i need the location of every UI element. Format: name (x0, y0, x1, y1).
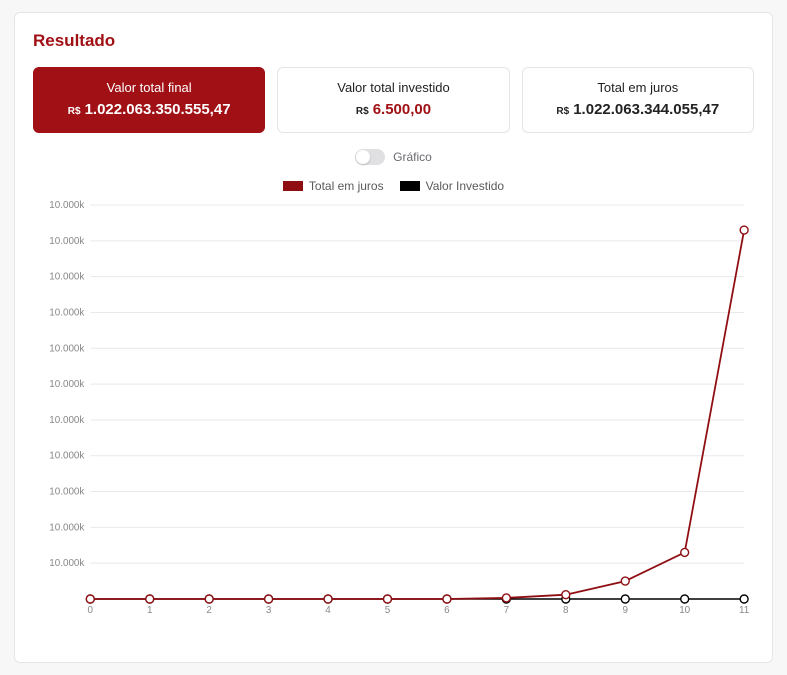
svg-text:3: 3 (266, 605, 272, 616)
line-chart: 10.000k 10.000k 10.000k 10.000k 10.000k 10.00… (33, 199, 754, 629)
legend-swatch-invested (400, 181, 420, 191)
legend-item-interest[interactable]: Total em juros (283, 179, 384, 193)
card-total-interest: Total em juros R$ 1.022.063.344.055,47 (522, 67, 754, 133)
graph-toggle-label: Gráfico (393, 150, 432, 164)
svg-text:10: 10 (679, 605, 690, 616)
result-panel: Resultado Valor total final R$ 1.022.063… (14, 12, 773, 663)
legend-label: Total em juros (309, 179, 384, 193)
svg-text:10.000k: 10.000k (49, 236, 84, 247)
card-total-invested: Valor total investido R$ 6.500,00 (277, 67, 509, 133)
svg-text:10.000k: 10.000k (49, 415, 84, 426)
card-value: 1.022.063.350.555,47 (85, 101, 231, 118)
legend-swatch-interest (283, 181, 303, 191)
svg-text:10.000k: 10.000k (49, 522, 84, 533)
svg-text:8: 8 (563, 605, 569, 616)
card-total-final: Valor total final R$ 1.022.063.350.555,4… (33, 67, 265, 133)
svg-text:10.000k: 10.000k (49, 451, 84, 462)
card-label: Total em juros (531, 80, 745, 95)
card-label: Valor total final (42, 80, 256, 95)
card-value: 1.022.063.344.055,47 (573, 101, 719, 118)
card-currency: R$ (356, 106, 369, 117)
svg-text:2: 2 (206, 605, 212, 616)
svg-text:10.000k: 10.000k (49, 379, 84, 390)
svg-text:0: 0 (88, 605, 94, 616)
card-label: Valor total investido (286, 80, 500, 95)
card-value: 6.500,00 (373, 101, 431, 118)
panel-title: Resultado (33, 31, 754, 51)
summary-cards: Valor total final R$ 1.022.063.350.555,4… (33, 67, 754, 133)
svg-text:6: 6 (444, 605, 450, 616)
svg-text:5: 5 (385, 605, 391, 616)
svg-text:10.000k: 10.000k (49, 272, 84, 283)
svg-text:11: 11 (739, 605, 750, 616)
card-currency: R$ (556, 106, 569, 117)
chart-area: 10.000k 10.000k 10.000k 10.000k 10.000k 10.00… (33, 199, 754, 629)
graph-toggle[interactable] (355, 149, 385, 165)
svg-text:10.000k: 10.000k (49, 558, 84, 569)
svg-text:10.000k: 10.000k (49, 200, 84, 211)
svg-text:10.000k: 10.000k (49, 307, 84, 318)
svg-text:4: 4 (325, 605, 331, 616)
svg-text:9: 9 (622, 605, 628, 616)
svg-text:10.000k: 10.000k (49, 343, 84, 354)
svg-text:10.000k: 10.000k (49, 486, 84, 497)
svg-text:1: 1 (147, 605, 153, 616)
card-currency: R$ (68, 106, 81, 117)
toggle-knob (356, 150, 370, 164)
graph-toggle-row: Gráfico (33, 149, 754, 165)
svg-text:7: 7 (504, 605, 510, 616)
legend-label: Valor Investido (426, 179, 505, 193)
chart-legend: Total em juros Valor Investido (33, 179, 754, 193)
legend-item-invested[interactable]: Valor Investido (400, 179, 505, 193)
